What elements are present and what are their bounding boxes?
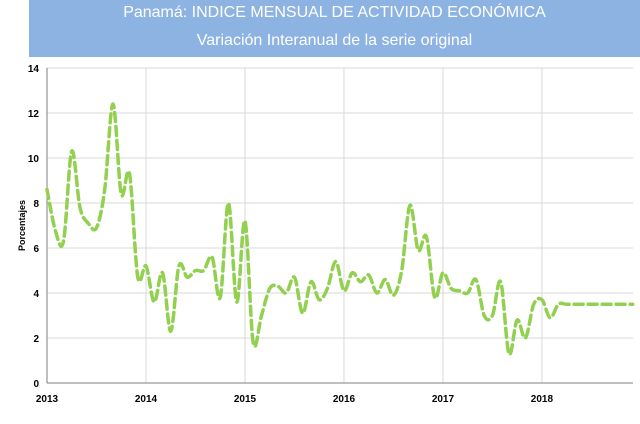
- data-point: [285, 292, 288, 295]
- x-tick-label: 2018: [531, 394, 554, 405]
- data-point: [177, 265, 180, 268]
- data-point: [582, 303, 585, 306]
- data-point: [607, 303, 610, 306]
- data-point: [310, 280, 313, 283]
- data-point: [367, 274, 370, 277]
- data-point: [70, 150, 73, 153]
- data-point: [392, 294, 395, 297]
- series-line: [45, 102, 635, 357]
- data-point: [219, 296, 222, 299]
- data-point: [235, 301, 238, 304]
- data-point: [598, 303, 601, 306]
- y-tick-label: 4: [33, 289, 39, 300]
- data-point: [450, 287, 453, 290]
- title-banner: Panamá: INDICE MENSUAL DE ACTIVIDAD ECON…: [29, 0, 640, 57]
- data-point: [112, 103, 115, 106]
- x-tick-label: 2015: [234, 394, 257, 405]
- data-point: [466, 292, 469, 295]
- data-point: [202, 269, 205, 272]
- chart-title: Panamá: INDICE MENSUAL DE ACTIVIDAD ECON…: [123, 4, 546, 21]
- data-point: [252, 341, 255, 344]
- data-point: [557, 303, 560, 306]
- x-tick-label: 2017: [432, 394, 455, 405]
- data-point: [343, 289, 346, 292]
- data-point: [441, 271, 444, 274]
- y-tick-label: 0: [33, 379, 39, 390]
- data-point: [326, 287, 329, 290]
- data-point: [491, 314, 494, 317]
- data-point: [334, 260, 337, 263]
- data-point: [549, 316, 552, 319]
- data-point: [293, 276, 296, 279]
- chart-subtitle: Variación Interanual de la serie origina…: [196, 32, 473, 49]
- data-point: [615, 303, 618, 306]
- data-point: [244, 220, 247, 223]
- data-point: [384, 278, 387, 281]
- data-point: [211, 256, 214, 259]
- data-point: [169, 330, 172, 333]
- data-point: [103, 188, 106, 191]
- data-point: [186, 276, 189, 279]
- data-point: [565, 303, 568, 306]
- data-point: [260, 314, 263, 317]
- data-point: [540, 298, 543, 301]
- data-point: [623, 303, 626, 306]
- data-point: [62, 240, 65, 243]
- data-point: [573, 303, 576, 306]
- y-tick-label: 12: [28, 109, 40, 120]
- data-point: [46, 188, 49, 191]
- data-point: [508, 352, 511, 355]
- data-point: [433, 296, 436, 299]
- data-point: [136, 276, 139, 279]
- data-point: [145, 265, 148, 268]
- data-point: [417, 249, 420, 252]
- data-point: [128, 172, 131, 175]
- data-point: [79, 206, 82, 209]
- data-point: [499, 280, 502, 283]
- data-point: [120, 193, 123, 196]
- data-point: [227, 202, 230, 205]
- data-point: [474, 278, 477, 281]
- data-point: [425, 235, 428, 238]
- y-tick-label: 6: [33, 244, 39, 255]
- data-point: [532, 303, 535, 306]
- line-chart: 0 2 4 6 8 10 12 14 2013 2014 2015 2016 2017 2018 Porce…: [17, 64, 635, 405]
- y-tick-label: 10: [28, 154, 40, 165]
- x-tick-label: 2013: [36, 394, 59, 405]
- y-tick-label: 8: [33, 199, 39, 210]
- y-tick-label: 2: [33, 334, 39, 345]
- x-tick-label: 2014: [135, 394, 158, 405]
- data-point: [301, 312, 304, 315]
- x-tick-label: 2016: [333, 394, 356, 405]
- data-point: [87, 222, 90, 225]
- data-point: [483, 314, 486, 317]
- data-point: [54, 229, 57, 232]
- data-point: [524, 337, 527, 340]
- data-point: [318, 298, 321, 301]
- y-tick-label: 14: [28, 64, 40, 75]
- data-point: [194, 269, 197, 272]
- data-point: [95, 226, 98, 229]
- data-point: [590, 303, 593, 306]
- data-point: [516, 319, 519, 322]
- data-point: [458, 289, 461, 292]
- data-point: [359, 280, 362, 283]
- y-axis-label: Porcentajes: [17, 200, 27, 251]
- data-point: [276, 285, 279, 288]
- data-point: [351, 271, 354, 274]
- data-point: [409, 204, 412, 207]
- data-point: [631, 303, 634, 306]
- data-point: [161, 271, 164, 274]
- data-point: [268, 287, 271, 290]
- data-point: [375, 292, 378, 295]
- data-point: [153, 301, 156, 304]
- data-point: [400, 269, 403, 272]
